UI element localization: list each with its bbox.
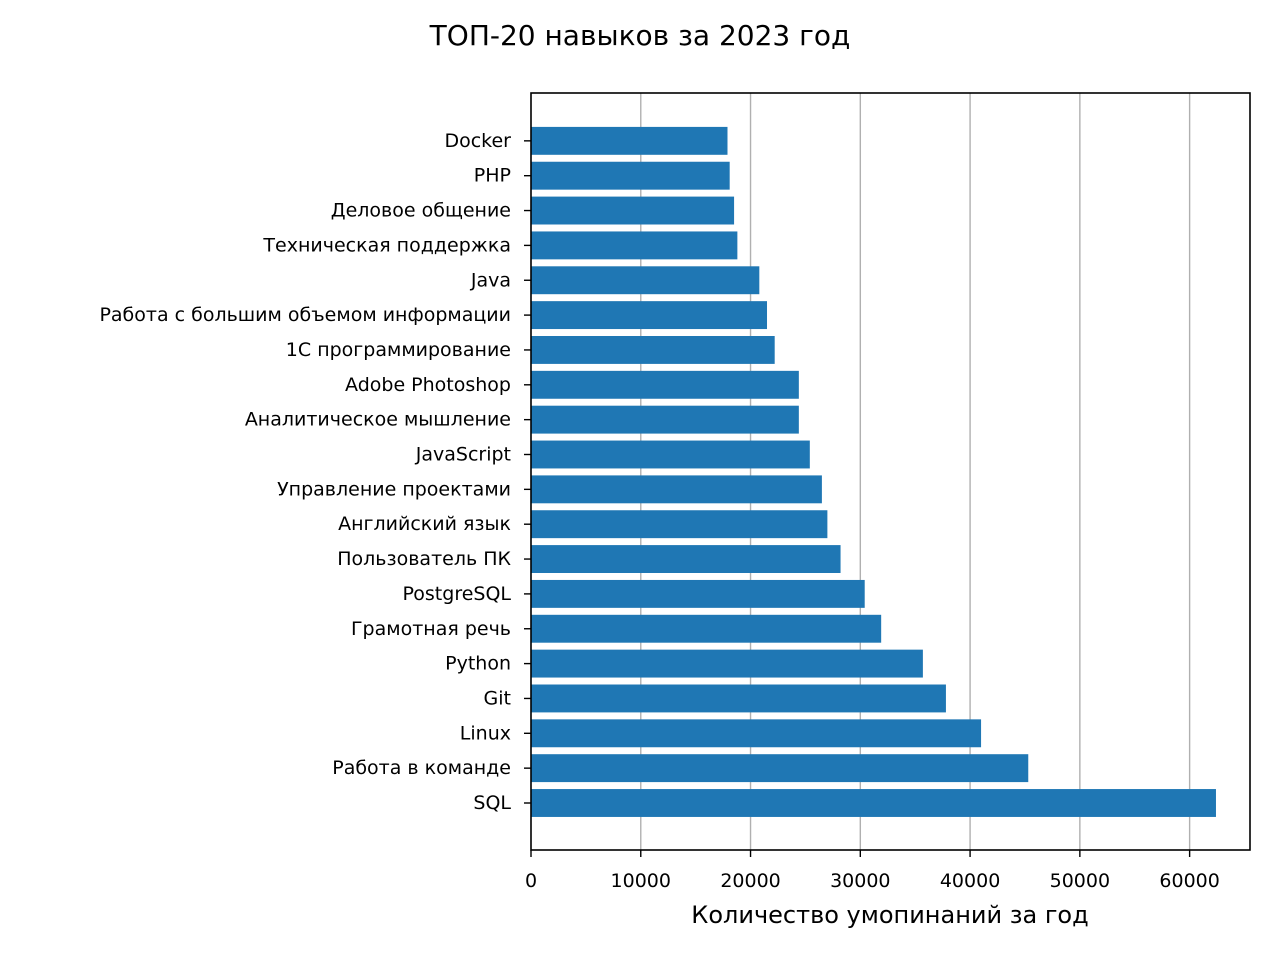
y-tick-label: Linux	[460, 722, 511, 744]
bar	[531, 126, 728, 155]
bar	[531, 649, 923, 678]
chart-title: ТОП-20 навыков за 2023 год	[429, 19, 851, 52]
y-tick-label: Пользователь ПК	[337, 548, 511, 570]
x-tick-label: 20000	[720, 870, 780, 892]
bar	[531, 614, 882, 643]
y-tick-label: Техническая поддержка	[262, 234, 511, 256]
y-tick-label: Грамотная речь	[351, 618, 511, 640]
y-tick-label: PostgreSQL	[403, 583, 512, 605]
bar	[531, 266, 760, 295]
bar	[531, 719, 982, 748]
bar	[531, 231, 738, 260]
bar	[531, 545, 841, 573]
plot-frame	[530, 92, 1251, 851]
y-tick-label: Python	[445, 653, 511, 675]
y-tick-label: PHP	[474, 165, 511, 187]
x-axis-label: Количество умопинаний за год	[691, 901, 1088, 929]
bar	[531, 405, 799, 434]
y-tick-label: Работа в команде	[332, 757, 511, 779]
bar	[531, 301, 768, 330]
y-tick-label: JavaScript	[415, 444, 511, 466]
bar	[531, 754, 1029, 783]
x-tick-label: 0	[525, 870, 537, 892]
bars	[531, 126, 1216, 817]
x-tick-label: 10000	[611, 870, 671, 892]
bar	[531, 475, 822, 504]
x-tick-label: 30000	[830, 870, 890, 892]
bar	[531, 579, 865, 608]
x-tick-label: 40000	[940, 870, 1000, 892]
y-tick-label: Аналитическое мышление	[245, 409, 511, 431]
y-tick-label: Английский язык	[338, 513, 511, 535]
y-tick-label: Git	[484, 687, 511, 709]
bar	[531, 161, 730, 190]
bar	[531, 684, 946, 713]
bar	[531, 440, 810, 469]
x-tick-label: 60000	[1159, 870, 1219, 892]
y-tick-label: Adobe Photoshop	[345, 374, 511, 396]
y-axis: SQL Работа в команде Linux Git Python Грамотн…	[99, 130, 531, 814]
y-tick-label: Работа с большим объемом информации	[99, 304, 511, 326]
x-axis: 0 10000 20000 30000 40000 50000 60000	[525, 850, 1220, 892]
bar	[531, 196, 735, 225]
bar	[531, 370, 799, 399]
y-tick-label: Деловое общение	[331, 200, 511, 222]
x-tick-label: 50000	[1050, 870, 1110, 892]
bar	[531, 789, 1216, 817]
y-tick-label: SQL	[473, 792, 511, 814]
bar	[531, 510, 828, 539]
y-tick-label: Java	[470, 269, 511, 291]
y-tick-label: Управление проектами	[277, 478, 511, 500]
y-tick-label: Docker	[444, 130, 511, 152]
bar	[531, 336, 775, 364]
y-tick-label: 1С программирование	[286, 339, 511, 361]
